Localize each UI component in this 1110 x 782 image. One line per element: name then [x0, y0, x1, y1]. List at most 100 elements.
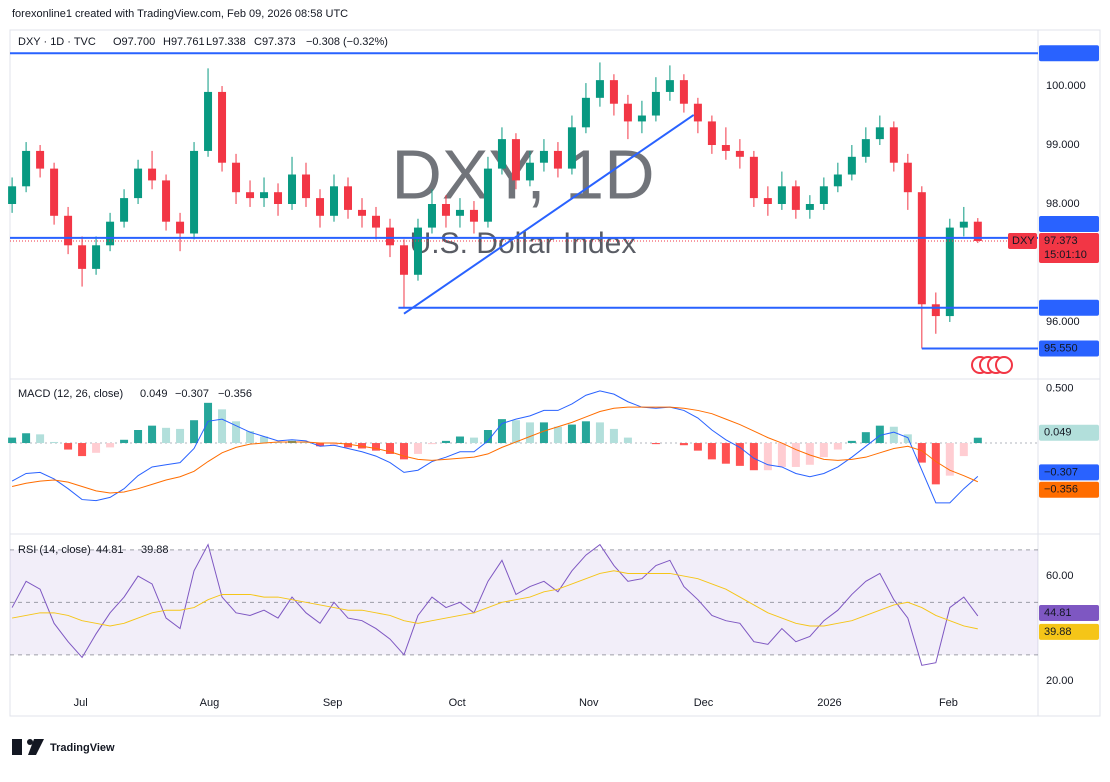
candle-body: [861, 139, 870, 157]
candle-body: [190, 150, 199, 234]
histogram-bar: [371, 443, 380, 451]
candle-body: [497, 139, 506, 169]
histogram-bar: [427, 443, 436, 445]
x-tick-label: Sep: [323, 697, 343, 709]
histogram-bar: [847, 440, 856, 444]
candle-body: [511, 139, 520, 181]
histogram-bar: [931, 443, 940, 485]
line-label: 95.550: [1044, 342, 1078, 354]
histogram-bar: [945, 443, 954, 476]
candle-body: [665, 80, 674, 92]
candle-body: [875, 127, 884, 140]
legend-title: DXY · 1D · TVC: [18, 36, 96, 48]
candle-body: [78, 245, 87, 269]
x-tick-label: Oct: [449, 697, 466, 709]
indicator-line: [11, 543, 979, 666]
change-label: −0.308 (−0.32%): [306, 36, 388, 48]
histogram-bar: [260, 436, 269, 444]
candle-body: [92, 245, 101, 269]
candle-body: [791, 186, 800, 210]
candle-body: [232, 162, 241, 193]
ohlc-label: C97.373: [254, 36, 296, 48]
histogram-bar: [344, 443, 353, 448]
indicator-line: [11, 406, 979, 494]
candle-body: [385, 227, 394, 246]
candle-body: [302, 174, 311, 199]
histogram-bar: [763, 443, 772, 471]
y-tick-label: 60.00: [1046, 570, 1074, 582]
candle-body: [651, 91, 660, 116]
histogram-bar: [176, 428, 185, 444]
histogram-bar: [973, 437, 982, 444]
watermark: DXY, 1D: [391, 135, 654, 213]
y-tick-label: 96.000: [1046, 316, 1080, 328]
line-label-bg: [1039, 340, 1099, 357]
histogram-bar: [693, 443, 702, 451]
indicator-axis-label-bg: [1039, 464, 1099, 481]
candle-body: [399, 245, 408, 275]
histogram-bar: [455, 436, 464, 444]
histogram-bar: [246, 431, 255, 444]
histogram-bar: [330, 443, 339, 446]
histogram-bar: [623, 437, 632, 444]
candle-body: [567, 127, 576, 169]
histogram-bar: [707, 443, 716, 460]
histogram-bar: [162, 427, 171, 444]
candle-body: [176, 221, 185, 234]
histogram-bar: [36, 434, 45, 444]
legend-value: 44.81: [96, 544, 124, 556]
candle-body: [427, 204, 436, 228]
candle-body: [777, 186, 786, 204]
line-label-bg: [1039, 215, 1099, 232]
logo: [12, 739, 44, 755]
header: forexonline1 created with TradingView.co…: [12, 8, 348, 20]
candle-body: [483, 168, 492, 222]
histogram-bar: [595, 422, 604, 444]
flag-icon: [971, 356, 1013, 374]
indicator-title: MACD (12, 26, close): [18, 388, 123, 400]
histogram-bar: [567, 424, 576, 444]
histogram-bar: [274, 441, 283, 444]
indicator-axis-label: −0.356: [1044, 484, 1078, 496]
candle-body: [371, 215, 380, 228]
histogram-bar: [232, 421, 241, 444]
histogram-bar: [218, 409, 227, 444]
histogram-bar: [735, 443, 744, 466]
indicator-axis-label-bg: [1039, 481, 1099, 498]
histogram-bar: [483, 430, 492, 444]
indicator-axis-label-bg: [1039, 604, 1099, 621]
histogram-bar: [609, 428, 618, 444]
candle-body: [330, 186, 339, 216]
candle-body: [735, 150, 744, 157]
candle-body: [959, 221, 968, 228]
y-tick-label: 0.500: [1046, 383, 1074, 395]
candle-body: [749, 156, 758, 199]
candle-body: [469, 209, 478, 222]
histogram-bar: [525, 422, 534, 444]
candle-body: [316, 198, 325, 216]
candle-body: [218, 91, 227, 163]
indicator-line: [11, 390, 979, 504]
candle-body: [162, 180, 171, 222]
histogram-bar: [92, 443, 101, 453]
candle-body: [819, 186, 828, 204]
last-price-bg: [1039, 232, 1099, 263]
candle-body: [134, 168, 143, 199]
symbol-tag: DXY: [1012, 235, 1035, 247]
histogram-bar: [148, 425, 157, 444]
candle-body: [288, 174, 297, 204]
candle-body: [553, 150, 562, 169]
candle-body: [623, 103, 632, 122]
candle-body: [931, 304, 940, 317]
x-tick-label: Dec: [694, 697, 714, 709]
legend-value: 0.049: [140, 388, 168, 400]
histogram-bar: [553, 426, 562, 444]
line-label-bg: [1039, 299, 1099, 316]
candle-body: [973, 221, 982, 241]
indicator-title: RSI (14, close): [18, 544, 91, 556]
histogram-bar: [120, 439, 129, 444]
histogram-bar: [413, 443, 422, 454]
symbol-tag-bg: [1008, 232, 1037, 249]
histogram-bar: [651, 443, 660, 445]
candle-body: [889, 127, 898, 163]
